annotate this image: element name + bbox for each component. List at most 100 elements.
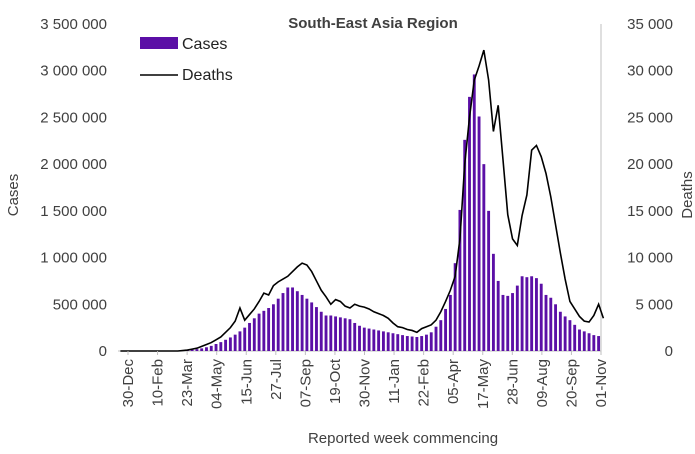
cases-bar bbox=[281, 293, 285, 351]
y-left-tick-label: 1 500 000 bbox=[40, 203, 107, 220]
cases-bar bbox=[334, 316, 338, 351]
cases-bar bbox=[291, 287, 294, 351]
y-left-tick-label: 3 500 000 bbox=[40, 16, 107, 33]
cases-bar bbox=[568, 320, 572, 351]
cases-bar bbox=[410, 336, 414, 351]
x-tick-label: 20-Sep bbox=[563, 359, 580, 407]
cases-bars bbox=[176, 74, 601, 352]
cases-bar bbox=[420, 336, 424, 351]
cases-bar bbox=[573, 324, 577, 351]
legend: Cases Deaths bbox=[140, 36, 233, 84]
y-left-tick-label: 2 500 000 bbox=[40, 109, 107, 126]
cases-bar bbox=[587, 333, 591, 351]
cases-bar bbox=[276, 298, 280, 351]
cases-bar bbox=[329, 315, 333, 351]
y-right-tick-label: 25 000 bbox=[627, 109, 673, 126]
x-tick-label: 09-Aug bbox=[534, 359, 551, 407]
cases-bar bbox=[444, 308, 448, 351]
legend-cases-label: Cases bbox=[182, 36, 227, 53]
cases-bar bbox=[233, 334, 237, 351]
legend-cases-swatch bbox=[140, 37, 178, 49]
cases-bar bbox=[563, 316, 567, 351]
cases-bar bbox=[506, 295, 510, 351]
cases-bar bbox=[439, 320, 443, 351]
cases-bar bbox=[386, 332, 390, 351]
y-right-tick-label: 15 000 bbox=[627, 203, 673, 220]
y-right-tick-label: 35 000 bbox=[627, 16, 673, 33]
x-tick-label: 04-May bbox=[209, 359, 226, 410]
cases-bar bbox=[200, 348, 204, 351]
cases-bar bbox=[458, 209, 462, 351]
cases-bar bbox=[214, 343, 218, 351]
cases-bar bbox=[305, 298, 309, 351]
y-left-tick-label: 3 000 000 bbox=[40, 63, 107, 80]
y-axis-left-ticks: 0 500 000 1 000 000 1 500 000 2 000 000 2 500… bbox=[40, 16, 107, 360]
cases-bar bbox=[578, 329, 581, 351]
x-tick-label: 30-Nov bbox=[357, 359, 374, 408]
cases-bar bbox=[228, 337, 232, 351]
deaths-line bbox=[120, 49, 605, 352]
cases-bar bbox=[190, 349, 194, 351]
x-tick-label: 19-Oct bbox=[327, 358, 344, 404]
x-tick-label: 15-Jun bbox=[238, 359, 255, 405]
cases-bar bbox=[209, 345, 213, 351]
cases-bar bbox=[381, 331, 385, 351]
cases-bar bbox=[348, 319, 352, 351]
y-axis-left-title: Cases bbox=[5, 174, 22, 217]
cases-bar bbox=[319, 311, 323, 351]
cases-bar bbox=[487, 210, 491, 351]
x-tick-label: 30-Dec bbox=[120, 359, 137, 408]
y-left-tick-label: 0 bbox=[99, 343, 107, 360]
cases-bar bbox=[549, 297, 553, 351]
cases-bar bbox=[520, 276, 524, 351]
cases-bar bbox=[391, 333, 395, 351]
y-left-tick-label: 1 000 000 bbox=[40, 250, 107, 267]
y-right-tick-label: 10 000 bbox=[627, 250, 673, 267]
cases-bar bbox=[353, 322, 357, 351]
cases-bar bbox=[401, 335, 404, 351]
x-tick-label: 11-Jan bbox=[386, 359, 403, 404]
cases-bar bbox=[257, 313, 261, 351]
cases-bar bbox=[286, 287, 290, 351]
cases-bar bbox=[295, 291, 299, 351]
cases-bar bbox=[377, 330, 381, 351]
x-tick-label: 28-Jun bbox=[504, 359, 521, 405]
cases-bar bbox=[310, 302, 314, 351]
cases-bar bbox=[434, 326, 438, 351]
cases-bar bbox=[367, 328, 371, 351]
cases-bar bbox=[362, 327, 366, 351]
cases-bar bbox=[315, 307, 318, 351]
cases-bar bbox=[539, 283, 543, 351]
x-tick-label: 22-Feb bbox=[416, 359, 433, 407]
cases-bar bbox=[491, 253, 495, 351]
cases-bar bbox=[544, 294, 548, 351]
cases-bar bbox=[530, 276, 534, 351]
cases-bar bbox=[248, 322, 251, 351]
y-right-tick-label: 0 bbox=[665, 343, 673, 360]
cases-bar bbox=[525, 277, 529, 351]
cases-bar bbox=[468, 96, 471, 352]
cases-bar bbox=[219, 342, 223, 351]
x-axis-ticks: 30-Dec 10-Feb 23-Mar 04-May 15-Jun 27-Jul 07-S… bbox=[120, 351, 610, 409]
x-tick-label: 01-Nov bbox=[593, 359, 610, 408]
cases-bar bbox=[195, 349, 199, 351]
cases-bar bbox=[205, 347, 208, 351]
cases-bar bbox=[463, 139, 467, 351]
cases-bar bbox=[515, 285, 519, 351]
x-tick-label: 17-May bbox=[475, 359, 492, 410]
cases-bar bbox=[271, 304, 275, 351]
cases-bar bbox=[501, 294, 505, 351]
x-tick-label: 27-Jul bbox=[268, 359, 285, 400]
y-right-tick-label: 20 000 bbox=[627, 156, 673, 173]
cases-bar bbox=[396, 334, 400, 351]
cases-bar bbox=[511, 293, 514, 351]
y-axis-right-ticks: 0 5 000 10 000 15 000 20 000 25 000 30 000 35 0… bbox=[627, 16, 673, 360]
x-axis-title: Reported week commencing bbox=[308, 430, 498, 447]
chart-title: South-East Asia Region bbox=[288, 15, 457, 32]
cases-bar bbox=[425, 334, 428, 351]
cases-bar bbox=[415, 336, 419, 351]
cases-bar bbox=[252, 318, 256, 351]
cases-bar bbox=[453, 263, 457, 351]
cases-bar bbox=[343, 318, 347, 351]
